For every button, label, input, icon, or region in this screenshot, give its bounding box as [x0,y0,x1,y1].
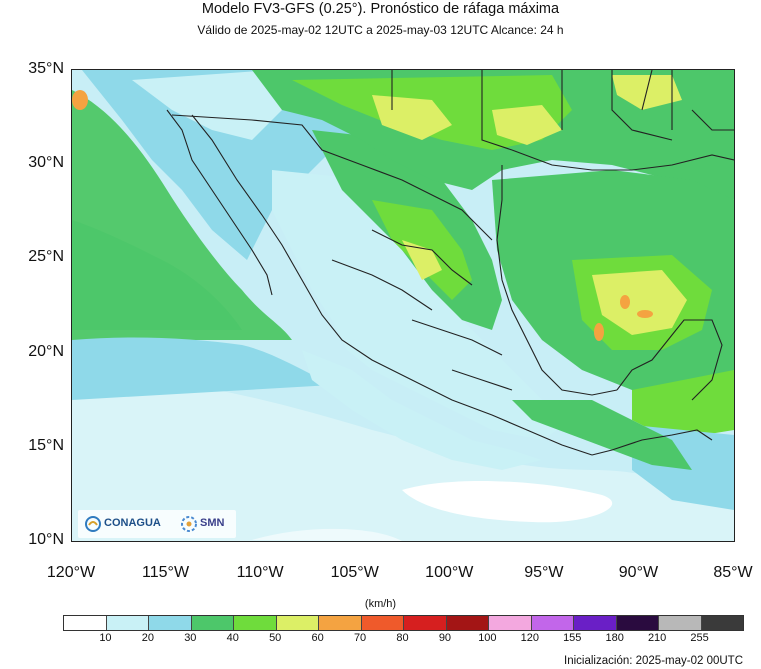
colorbar-tick-label: 40 [226,632,239,644]
colorbar-swatch [616,616,659,630]
colorbar-tick-label: 80 [396,632,409,644]
map-subtitle: Válido de 2025-may-02 12UTC a 2025-may-0… [197,23,564,37]
colorbar-tick-label: 70 [353,632,367,644]
longitude-label: 120°W [46,564,96,581]
longitude-label: 100°W [425,564,474,581]
colorbar [63,615,744,631]
colorbar-swatch [191,616,234,630]
colorbar-swatch [149,616,192,630]
colorbar-swatch [276,616,319,630]
colorbar-swatch [64,616,107,630]
colorbar-tick-label: 60 [311,632,324,644]
colorbar-swatch [361,616,404,630]
agency-logos: CONAGUA SMN [78,510,236,538]
colorbar-swatch [701,616,743,630]
colorbar-swatch [234,616,277,630]
conagua-logo-text: CONAGUA [104,517,161,529]
colorbar-tick-label: 255 [690,632,709,644]
latitude-label: 30°N [28,154,64,172]
colorbar-tick-label: 10 [99,632,112,644]
initialization-time: Inicialización: 2025-may-02 00UTC [564,655,743,667]
colorbar-swatch [489,616,532,630]
colorbar-swatch [659,616,702,630]
colorbar-tick-label: 90 [438,632,452,644]
longitude-label: 90°W [618,564,659,581]
colorbar-tick-label: 30 [184,632,197,644]
colorbar-tick-label: 120 [520,632,539,644]
colorbar-tick-label: 210 [647,632,667,644]
longitude-label: 110°W [236,564,284,581]
colorbar-tick-label: 20 [141,632,154,644]
colorbar-swatch [446,616,489,630]
colorbar-swatch [531,616,574,630]
longitude-label: 95°W [524,564,564,581]
latitude-label: 25°N [28,248,64,266]
longitude-label: 115°W [142,564,190,581]
latitude-label: 20°N [28,342,64,360]
colorbar-swatch [106,616,149,630]
wind-gust-field [72,70,734,541]
longitude-label: 105°W [330,564,379,581]
latitude-label: 15°N [28,436,64,454]
conagua-logo-icon [85,516,101,532]
latitude-label: 10°N [28,531,64,548]
colorbar-tick-label: 50 [269,632,282,644]
longitude-label: 85°W [713,564,753,581]
colorbar-units: (km/h) [364,598,397,610]
colorbar-swatch [319,616,362,630]
forecast-map [71,69,735,542]
smn-logo-icon [181,516,197,532]
smn-logo-text: SMN [200,517,225,529]
colorbar-swatch [404,616,447,630]
colorbar-tick-label: 100 [478,632,497,644]
colorbar-tick-label: 155 [563,632,582,644]
colorbar-tick-label: 180 [605,632,624,644]
latitude-label: 35°N [28,60,64,77]
map-title: Modelo FV3-GFS (0.25°). Pronóstico de rá… [201,1,560,17]
colorbar-swatch [574,616,617,630]
